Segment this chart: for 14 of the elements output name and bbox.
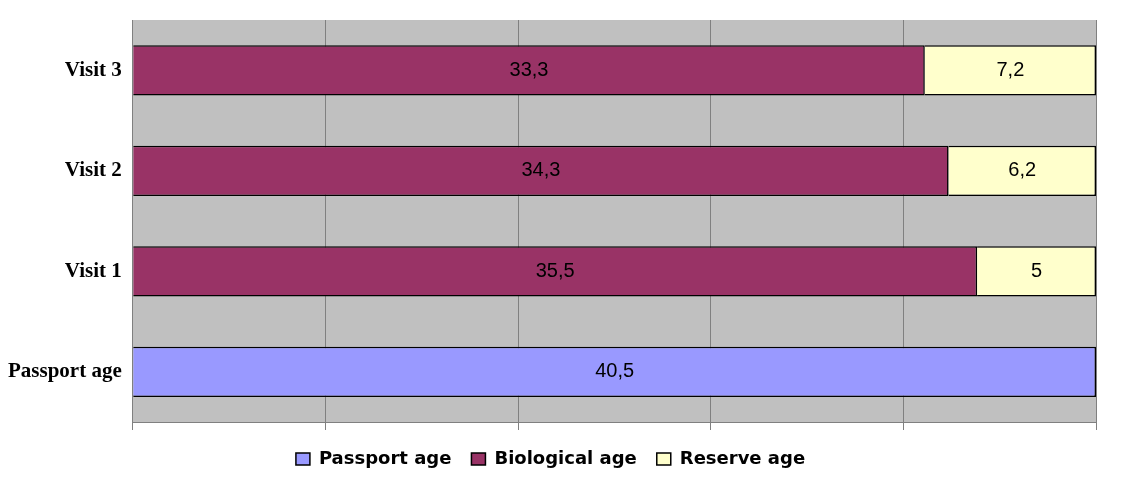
y-tick-label: Visit 3 [64, 56, 122, 81]
legend-label: Passport age [318, 446, 452, 468]
data-label: 34,3 [521, 158, 561, 181]
y-tick-label: Passport age [7, 358, 122, 383]
legend-label: Biological age [494, 446, 637, 468]
data-label: 5 [1030, 258, 1043, 281]
data-label: 6,2 [1008, 158, 1037, 181]
data-label: 35,5 [535, 258, 575, 281]
data-label: 7,2 [996, 57, 1025, 80]
legend-label: Reserve age [679, 446, 806, 468]
y-tick-label: Visit 2 [64, 157, 122, 182]
y-tick-label: Visit 1 [64, 257, 122, 282]
data-label: 33,3 [509, 57, 549, 80]
data-label: 40,5 [595, 359, 635, 382]
